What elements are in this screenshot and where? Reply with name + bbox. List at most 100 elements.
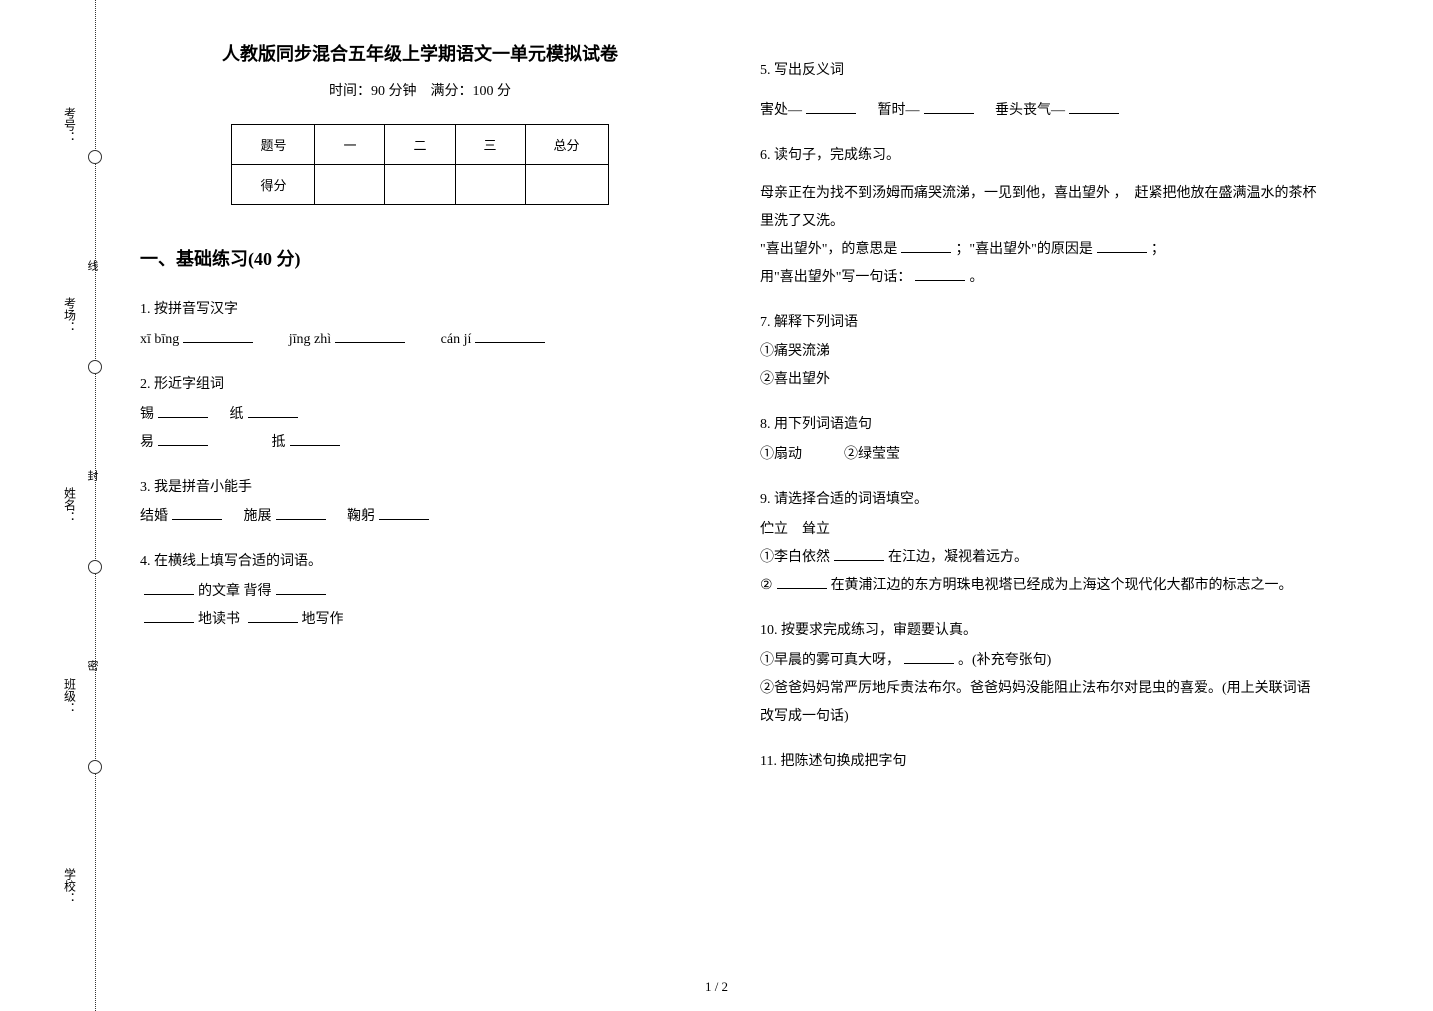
blank xyxy=(777,575,827,589)
q7-item: ②喜出望外 xyxy=(760,366,1320,394)
q3-item: 结婚 xyxy=(140,509,168,524)
q8-label: 8. 用下列词语造句 xyxy=(760,410,1320,441)
q6-label: 6. 读句子，完成练习。 xyxy=(760,141,1320,172)
question-1: 1. 按拼音写汉字 xī bīng jīng zhì cán jí xyxy=(140,295,700,354)
binding-label-room: 考场： xyxy=(62,297,79,333)
q6-text: ； xyxy=(1151,242,1165,257)
q4-line1: 的文章 背得 xyxy=(140,578,700,606)
right-column: 5. 写出反义词 害处— 暂时— 垂头丧气— 6. 读句子，完成练习。 母亲正在… xyxy=(760,40,1320,794)
score-cell xyxy=(525,165,608,205)
score-cell xyxy=(315,165,385,205)
blank xyxy=(144,581,194,595)
content: 人教版同步混合五年级上学期语文一单元模拟试卷 时间：90 分钟 满分：100 分… xyxy=(0,0,1433,814)
q6-body1: 母亲正在为找不到汤姆而痛哭流涕，一见到他，喜出望外 ， 赶紧把他放在盛满温水的茶… xyxy=(760,180,1320,236)
binding-label-school: 学校： xyxy=(62,868,79,904)
q6-body3: 用"喜出望外"写一句话： 。 xyxy=(760,264,1320,292)
score-header: 一 xyxy=(315,125,385,165)
q1-item: cán jí xyxy=(441,332,472,347)
q3-item: 施展 xyxy=(244,509,272,524)
q2-label: 2. 形近字组词 xyxy=(140,370,700,401)
blank xyxy=(475,329,545,343)
binding-label-exam-id: 考号： xyxy=(62,107,79,143)
blank xyxy=(248,404,298,418)
binding-label-class: 班级： xyxy=(62,678,79,714)
section-heading: 一、基础练习(40 分) xyxy=(140,245,700,271)
question-5: 5. 写出反义词 害处— 暂时— 垂头丧气— xyxy=(760,56,1320,125)
question-6: 6. 读句子，完成练习。 母亲正在为找不到汤姆而痛哭流涕，一见到他，喜出望外 ，… xyxy=(760,141,1320,292)
q2-item: 纸 xyxy=(230,407,244,422)
seal-circle xyxy=(88,560,102,574)
q3-item: 鞠躬 xyxy=(347,509,375,524)
blank xyxy=(901,239,951,253)
table-row: 得分 xyxy=(232,165,608,205)
q10-label: 10. 按要求完成练习，审题要认真。 xyxy=(760,616,1320,647)
q10-text: ①早晨的雾可真大呀， xyxy=(760,653,900,668)
q9-label: 9. 请选择合适的词语填空。 xyxy=(760,485,1320,516)
q4-text: 地读书 xyxy=(198,612,244,627)
q9-text: ①李白依然 xyxy=(760,550,830,565)
q9-text: ② xyxy=(760,578,773,593)
q6-text: ；"喜出望外"的原因是 xyxy=(955,242,1092,257)
binding-label-name: 姓名： xyxy=(62,487,79,523)
score-header: 总分 xyxy=(525,125,608,165)
score-table: 题号 一 二 三 总分 得分 xyxy=(231,124,608,205)
blank xyxy=(834,547,884,561)
blank xyxy=(924,100,974,114)
q2-line2: 易 抵 xyxy=(140,429,700,457)
score-header: 题号 xyxy=(232,125,315,165)
q6-body2: "喜出望外"，的意思是 ；"喜出望外"的原因是 ； xyxy=(760,236,1320,264)
score-cell xyxy=(455,165,525,205)
q3-items: 结婚 施展 鞠躬 xyxy=(140,503,700,531)
seal-circle xyxy=(88,760,102,774)
q6-text: 。 xyxy=(969,270,983,285)
question-3: 3. 我是拼音小能手 结婚 施展 鞠躬 xyxy=(140,473,700,532)
q2-item: 易 xyxy=(140,435,154,450)
table-row: 题号 一 二 三 总分 xyxy=(232,125,608,165)
question-4: 4. 在横线上填写合适的词语。 的文章 背得 地读书 地写作 xyxy=(140,547,700,634)
q9-line2: ②在黄浦江边的东方明珠电视塔已经成为上海这个现代化大都市的标志之一。 xyxy=(760,572,1320,600)
question-2: 2. 形近字组词 锡 纸 易 抵 xyxy=(140,370,700,457)
q4-line2: 地读书 地写作 xyxy=(140,606,700,634)
seal-circle xyxy=(88,360,102,374)
q1-item: jīng zhì xyxy=(289,332,331,347)
blank xyxy=(144,609,194,623)
blank xyxy=(335,329,405,343)
seal-char-secret: 密 xyxy=(84,660,100,671)
q6-text: 用"喜出望外"写一句话： xyxy=(760,270,911,285)
q3-label: 3. 我是拼音小能手 xyxy=(140,473,700,504)
q7-item: ①痛哭流涕 xyxy=(760,338,1320,366)
seal-circle xyxy=(88,150,102,164)
q9-text: 在江边，凝视着远方。 xyxy=(888,550,1028,565)
binding-strip: 考号： 考场： 姓名： 班级： 学校： xyxy=(55,0,85,1011)
q2-line1: 锡 纸 xyxy=(140,401,700,429)
q11-label: 11. 把陈述句换成把字句 xyxy=(760,747,1320,778)
blank xyxy=(379,506,429,520)
q5-item: 垂头丧气— xyxy=(995,103,1065,118)
q10-line2: ②爸爸妈妈常严厉地斥责法布尔。爸爸妈妈没能阻止法布尔对昆虫的喜爱。(用上关联词语… xyxy=(760,675,1320,731)
score-header: 二 xyxy=(385,125,455,165)
left-column: 人教版同步混合五年级上学期语文一单元模拟试卷 时间：90 分钟 满分：100 分… xyxy=(140,40,700,794)
blank xyxy=(904,650,954,664)
q2-item: 锡 xyxy=(140,407,154,422)
q6-text: "喜出望外"，的意思是 xyxy=(760,242,897,257)
blank xyxy=(172,506,222,520)
q10-text: 。(补充夸张句) xyxy=(958,653,1051,668)
question-7: 7. 解释下列词语 ①痛哭流涕 ②喜出望外 xyxy=(760,308,1320,395)
blank xyxy=(290,432,340,446)
blank xyxy=(276,581,326,595)
q10-line1: ①早晨的雾可真大呀， 。(补充夸张句) xyxy=(760,647,1320,675)
q5-items: 害处— 暂时— 垂头丧气— xyxy=(760,97,1320,125)
question-11: 11. 把陈述句换成把字句 xyxy=(760,747,1320,778)
blank xyxy=(1069,100,1119,114)
exam-subtitle: 时间：90 分钟 满分：100 分 xyxy=(140,80,700,100)
q4-label: 4. 在横线上填写合适的词语。 xyxy=(140,547,700,578)
question-8: 8. 用下列词语造句 ①扇动 ②绿莹莹 xyxy=(760,410,1320,469)
blank xyxy=(158,404,208,418)
q9-line1: ①李白依然 在江边，凝视着远方。 xyxy=(760,544,1320,572)
q2-item: 抵 xyxy=(272,435,286,450)
seal-char-line: 线 xyxy=(84,260,100,271)
question-10: 10. 按要求完成练习，审题要认真。 ①早晨的雾可真大呀， 。(补充夸张句) ②爸… xyxy=(760,616,1320,731)
q1-item: xī bīng xyxy=(140,332,179,347)
exam-title: 人教版同步混合五年级上学期语文一单元模拟试卷 xyxy=(140,40,700,66)
blank xyxy=(915,267,965,281)
